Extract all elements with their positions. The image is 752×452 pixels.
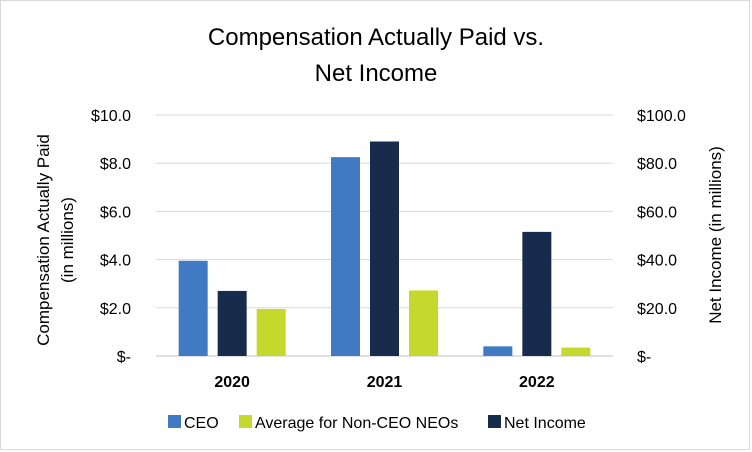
bars	[178, 141, 591, 356]
legend-label: Net Income	[504, 415, 586, 432]
right-tick-label: $80.0	[637, 156, 677, 173]
axis-titles: Compensation Actually Paid (in millions)…	[34, 134, 725, 346]
right-tick-label: $60.0	[637, 204, 677, 221]
chart-title-line-2: Net Income	[315, 60, 438, 87]
bar-average-for-non-ceo-neos-2022	[561, 347, 591, 356]
left-tick-label: $4.0	[100, 253, 131, 270]
category-label: 2020	[214, 374, 250, 391]
chart-title: Compensation Actually Paid vs. Net Incom…	[208, 24, 544, 87]
legend-label: CEO	[184, 415, 219, 432]
bar-average-for-non-ceo-neos-2021	[409, 290, 438, 356]
right-axis-title: Net Income (in millions)	[706, 146, 725, 324]
legend-label: Average for Non-CEO NEOs	[255, 415, 458, 432]
bar-ceo-2021	[331, 157, 360, 356]
legend-swatch	[168, 415, 181, 428]
left-tick-label: $6.0	[100, 204, 131, 221]
left-tick-label: $2.0	[100, 301, 131, 318]
category-label: 2022	[519, 374, 555, 391]
tick-labels: $- $2.0 $4.0 $6.0 $8.0 $10.0 $- $20.0 $40.0 $60.0…	[91, 108, 686, 391]
right-tick-label: $-	[637, 349, 651, 366]
left-tick-label: $10.0	[91, 108, 131, 125]
bar-net-income-2021	[370, 141, 399, 356]
left-axis-title-line-1: Compensation Actually Paid	[34, 134, 53, 346]
bar-ceo-2022	[483, 346, 513, 356]
bar-ceo-2020	[178, 260, 208, 356]
chart-title-line-1: Compensation Actually Paid vs.	[208, 24, 544, 51]
left-tick-label: $-	[117, 349, 131, 366]
legend: CEO Average for Non-CEO NEOs Net Income	[168, 415, 586, 432]
bar-average-for-non-ceo-neos-2020	[256, 309, 286, 356]
right-tick-label: $100.0	[637, 108, 686, 125]
bar-net-income-2022	[522, 231, 552, 356]
right-tick-label: $20.0	[637, 301, 677, 318]
left-axis-title-line-2: (in millions)	[58, 197, 77, 283]
bar-net-income-2020	[217, 290, 247, 356]
category-label: 2021	[367, 374, 403, 391]
legend-swatch	[488, 415, 501, 428]
left-tick-label: $8.0	[100, 156, 131, 173]
legend-swatch	[239, 415, 252, 428]
right-tick-label: $40.0	[637, 253, 677, 270]
